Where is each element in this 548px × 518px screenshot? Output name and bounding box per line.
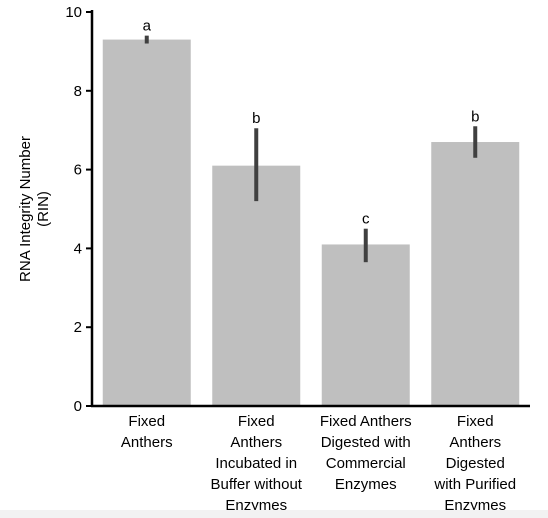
axes bbox=[90, 10, 530, 408]
x-tick-labels: Fixed Anthers Fixed Anthers Incubated in Buff… bbox=[121, 413, 516, 514]
significance-letter-1: b bbox=[252, 110, 260, 127]
y-tick-label-3: 6 bbox=[74, 162, 82, 179]
error-bars bbox=[144, 35, 478, 263]
y-axis-label: RNA Integrity Number(RIN) bbox=[17, 136, 52, 282]
footer-strip bbox=[0, 510, 548, 518]
x-tick-label-2: Fixed Anthers Digested with Commercial Enzy… bbox=[320, 413, 412, 493]
y-ticks: 0 2 4 6 8 10 bbox=[65, 4, 92, 415]
bar-3 bbox=[431, 142, 520, 406]
y-tick-label-2: 4 bbox=[74, 240, 82, 257]
bar-2 bbox=[321, 244, 410, 406]
bar-1 bbox=[212, 165, 301, 406]
y-tick-label-5: 10 bbox=[65, 4, 82, 21]
y-tick-label-1: 2 bbox=[74, 319, 82, 336]
y-tick-label-4: 8 bbox=[74, 83, 82, 100]
x-tick-label-0: Fixed Anthers bbox=[121, 413, 173, 451]
bars bbox=[102, 39, 520, 407]
x-tick-label-3: Fixed Anthers Digested with Purified Enzymes bbox=[433, 413, 516, 514]
y-axis-title: RNA Integrity Number(RIN) bbox=[17, 136, 52, 282]
significance-letter-0: a bbox=[143, 18, 152, 35]
bar-0 bbox=[102, 39, 191, 407]
x-tick-label-1: Fixed Anthers Incubated in Buffer without En… bbox=[211, 413, 303, 514]
significance-letters: a b c b bbox=[143, 18, 480, 228]
significance-letter-2: c bbox=[362, 211, 370, 228]
significance-letter-3: b bbox=[471, 108, 479, 125]
y-tick-label-0: 0 bbox=[74, 398, 82, 415]
